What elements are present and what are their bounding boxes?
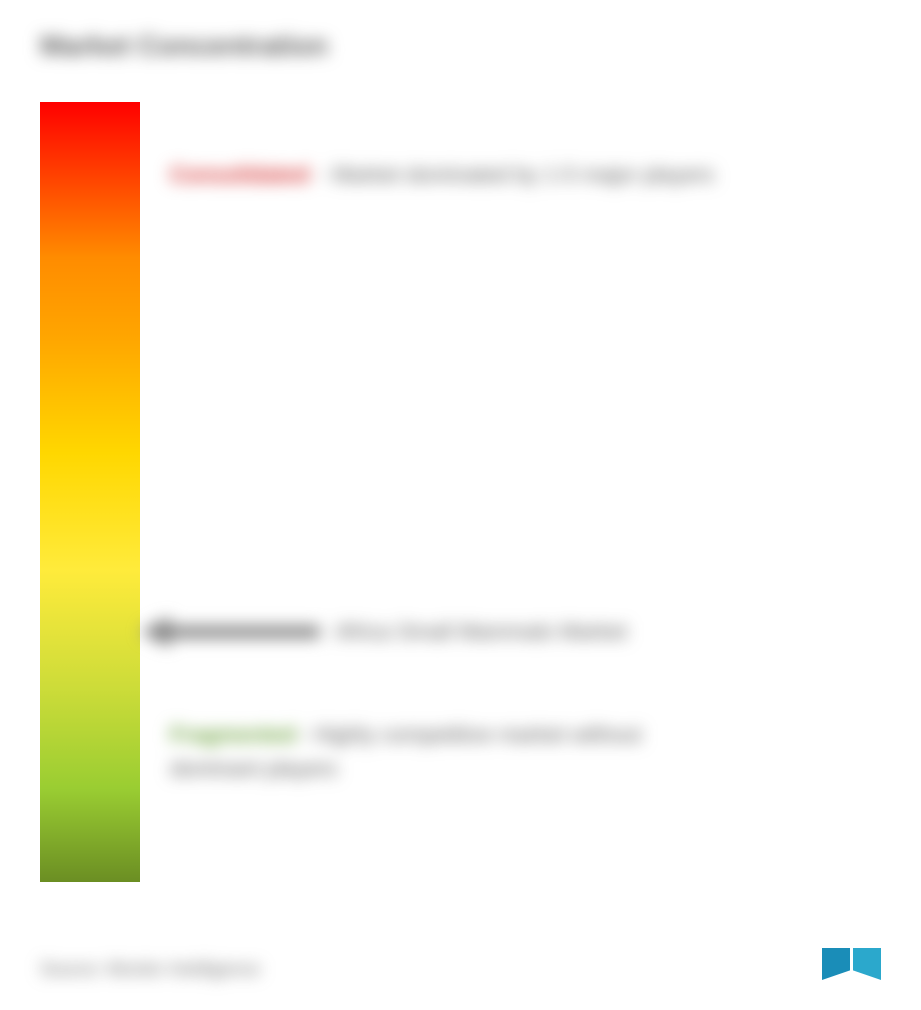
fragmented-highlight: Fragmented <box>170 722 296 747</box>
labels-container: Consolidated - Market dominated by 1-5 m… <box>170 102 881 922</box>
source-attribution: Source: Mordor Intelligence <box>40 959 260 980</box>
arrow-marker: Africa Small Mammals Market <box>140 612 627 652</box>
logo-right-shape <box>853 948 881 980</box>
brand-logo <box>822 948 881 980</box>
arrow-left-icon <box>140 612 320 652</box>
fragmented-label-row: Fragmented - Highly competitive market w… <box>170 722 642 782</box>
consolidated-label-row: Consolidated - Market dominated by 1-5 m… <box>170 162 714 188</box>
main-chart-area: Consolidated - Market dominated by 1-5 m… <box>40 102 881 922</box>
consolidated-highlight: Consolidated <box>170 162 309 188</box>
concentration-gradient-bar <box>40 102 140 882</box>
marker-text: Africa Small Mammals Market <box>335 619 627 645</box>
market-marker-row: Africa Small Mammals Market <box>140 612 627 652</box>
chart-title: Market Concentration <box>40 30 881 62</box>
fragmented-description-2: dominant players <box>170 756 642 782</box>
consolidated-description: - Market dominated by 1-5 major players <box>319 162 714 188</box>
logo-left-shape <box>822 948 850 980</box>
fragmented-description-1: - Highly competitive market without <box>300 722 641 747</box>
